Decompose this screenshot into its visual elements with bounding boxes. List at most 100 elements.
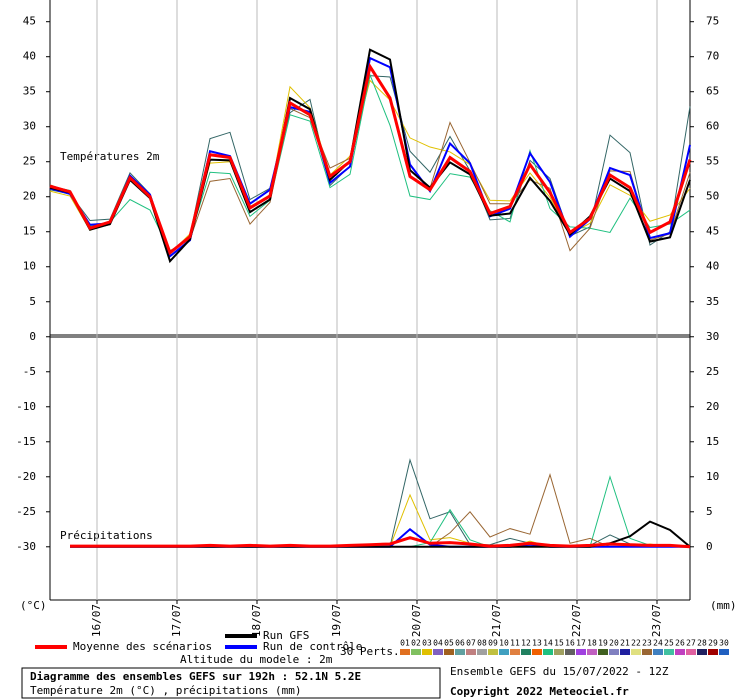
y2-tick-label: 45 xyxy=(706,225,719,238)
y-tick-label: -20 xyxy=(16,470,36,483)
copyright: Copyright 2022 Meteociel.fr xyxy=(450,685,629,698)
member-label: 11 xyxy=(510,639,520,648)
member-label: 14 xyxy=(543,639,553,648)
member-label: 04 xyxy=(433,639,443,648)
y2-tick-label: 0 xyxy=(706,540,713,553)
member-swatch xyxy=(411,649,421,655)
precip-line xyxy=(70,536,691,549)
y2-tick-label: 20 xyxy=(706,400,719,413)
y-tick-label: 25 xyxy=(23,155,36,168)
member-swatch xyxy=(664,649,674,655)
y2-unit: (mm) xyxy=(710,599,737,612)
member-label: 13 xyxy=(532,639,542,648)
member-label: 27 xyxy=(686,639,696,648)
member-swatch xyxy=(499,649,509,655)
legend-label: Run de contrôle xyxy=(263,640,362,653)
y2-tick-label: 75 xyxy=(706,15,719,28)
member-swatch xyxy=(400,649,410,655)
member-swatch xyxy=(686,649,696,655)
member-label: 17 xyxy=(576,639,586,648)
member-swatch xyxy=(565,649,575,655)
temperature-line xyxy=(49,62,692,256)
y-unit: (°C) xyxy=(20,599,47,612)
panel-label: Températures 2m xyxy=(60,150,160,163)
y-tick-label: 20 xyxy=(23,190,36,203)
y-tick-label: -25 xyxy=(16,505,36,518)
member-swatch xyxy=(708,649,718,655)
legend-label: Run GFS xyxy=(263,629,309,642)
member-label: 12 xyxy=(521,639,531,648)
member-label: 20 xyxy=(609,639,619,648)
y2-tick-label: 55 xyxy=(706,155,719,168)
title-box xyxy=(21,667,441,699)
member-swatch xyxy=(576,649,586,655)
member-swatch xyxy=(488,649,498,655)
member-swatch xyxy=(653,649,663,655)
member-swatch xyxy=(609,649,619,655)
members-label: 30 Perts. xyxy=(340,645,400,658)
x-tick-label: 18/07 xyxy=(250,604,263,637)
x-tick-label: 21/07 xyxy=(490,604,503,637)
y2-tick-label: 60 xyxy=(706,120,719,133)
member-label: 24 xyxy=(653,639,663,648)
member-swatch xyxy=(444,649,454,655)
y-tick-label: 35 xyxy=(23,85,36,98)
run-info: Ensemble GEFS du 15/07/2022 - 12Z xyxy=(450,665,669,678)
member-label: 09 xyxy=(488,639,498,648)
y2-tick-label: 35 xyxy=(706,295,719,308)
y2-tick-label: 15 xyxy=(706,435,719,448)
y2-tick-label: 50 xyxy=(706,190,719,203)
legend-label: Moyenne des scénarios xyxy=(73,640,212,653)
member-label: 08 xyxy=(477,639,487,648)
member-label: 03 xyxy=(422,639,432,648)
x-tick-label: 22/07 xyxy=(570,604,583,637)
y2-tick-label: 70 xyxy=(706,50,719,63)
y2-tick-label: 25 xyxy=(706,365,719,378)
member-swatch xyxy=(598,649,608,655)
member-swatch xyxy=(455,649,465,655)
y-tick-label: -10 xyxy=(16,400,36,413)
member-swatch xyxy=(422,649,432,655)
member-swatch xyxy=(521,649,531,655)
member-swatch xyxy=(620,649,630,655)
y-tick-label: 40 xyxy=(23,50,36,63)
y-tick-label: 15 xyxy=(23,225,36,238)
y2-tick-label: 5 xyxy=(706,505,713,518)
member-swatch xyxy=(510,649,520,655)
member-label: 06 xyxy=(455,639,465,648)
altitude-note: Altitude du modele : 2m xyxy=(180,653,333,666)
chart-subtitle: Température 2m (°C) , précipitations (mm… xyxy=(30,684,302,697)
y-tick-label: 30 xyxy=(23,120,36,133)
y2-tick-label: 10 xyxy=(706,470,719,483)
member-swatch xyxy=(433,649,443,655)
member-label: 25 xyxy=(664,639,674,648)
member-label: 29 xyxy=(708,639,718,648)
y2-tick-label: 65 xyxy=(706,85,719,98)
member-label: 19 xyxy=(598,639,608,648)
member-swatch xyxy=(554,649,564,655)
member-swatch xyxy=(532,649,542,655)
y-tick-label: -15 xyxy=(16,435,36,448)
y-tick-label: 5 xyxy=(29,295,36,308)
member-label: 01 xyxy=(400,639,410,648)
member-swatch xyxy=(675,649,685,655)
member-swatch xyxy=(587,649,597,655)
y2-tick-label: 30 xyxy=(706,330,719,343)
member-label: 05 xyxy=(444,639,454,648)
y-tick-label: -30 xyxy=(16,540,36,553)
member-label: 15 xyxy=(554,639,564,648)
member-swatch xyxy=(543,649,553,655)
plot-area xyxy=(49,0,692,600)
member-swatch xyxy=(631,649,641,655)
member-swatch xyxy=(719,649,729,655)
member-swatch xyxy=(642,649,652,655)
member-label: 30 xyxy=(719,639,729,648)
member-label: 23 xyxy=(642,639,652,648)
panel-label: Précipitations xyxy=(60,529,153,542)
member-swatch xyxy=(697,649,707,655)
member-label: 10 xyxy=(499,639,509,648)
member-swatch xyxy=(466,649,476,655)
x-tick-label: 19/07 xyxy=(330,604,343,637)
